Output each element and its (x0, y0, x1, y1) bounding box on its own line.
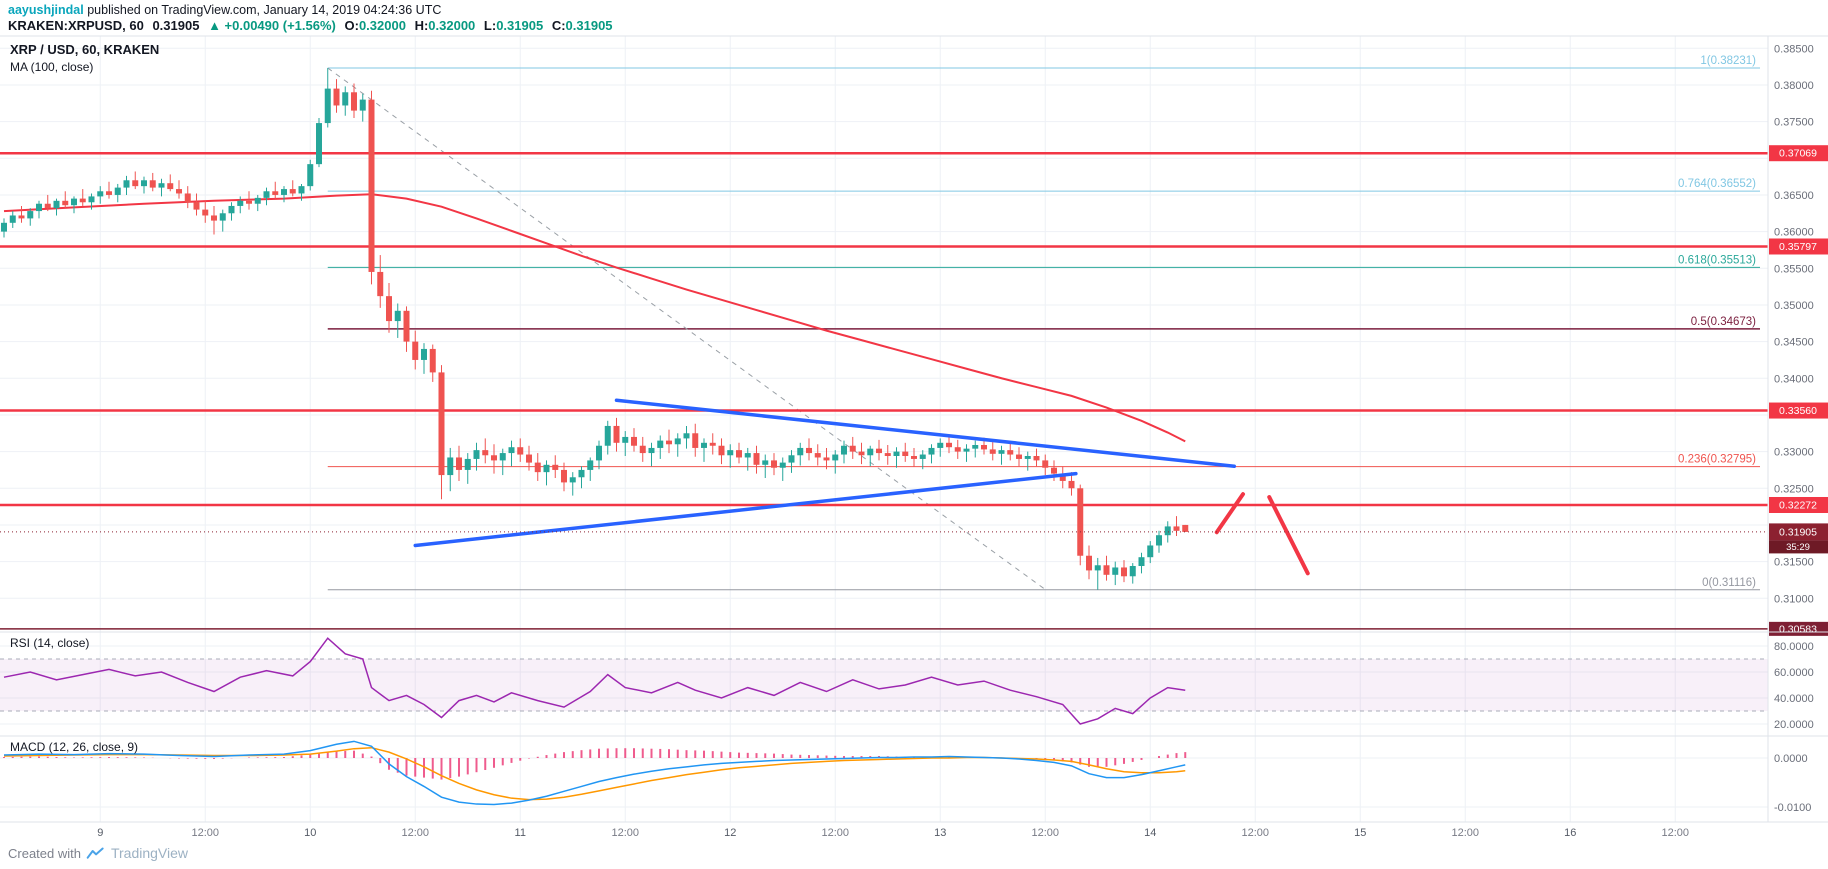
symbol-title: KRAKEN:XRPUSD, 60 (8, 18, 144, 33)
svg-text:0.31905: 0.31905 (1779, 526, 1817, 538)
low-value: 0.31905 (496, 18, 544, 33)
svg-text:0.31000: 0.31000 (1774, 593, 1814, 605)
svg-text:12:00: 12:00 (1241, 827, 1269, 839)
macd-legend: MACD (12, 26, close, 9) (10, 740, 139, 754)
rsi-legend: RSI (14, close) (10, 636, 90, 650)
svg-text:0.32500: 0.32500 (1774, 483, 1814, 495)
svg-text:12:00: 12:00 (1661, 827, 1689, 839)
svg-text:12:00: 12:00 (1031, 827, 1059, 839)
svg-text:0.236(0.32795): 0.236(0.32795) (1678, 454, 1756, 466)
svg-text:0.618(0.35513): 0.618(0.35513) (1678, 254, 1756, 266)
last-price-value: 0.31905 (152, 18, 200, 33)
byline-text: published on TradingView.com, January 14… (83, 3, 442, 17)
created-with-text: Created with (8, 845, 81, 861)
svg-text:0.5(0.34673): 0.5(0.34673) (1691, 316, 1756, 328)
resistance-support-lines: 0.37069 0.35797 0.33560 0.32272 (0, 145, 1828, 513)
panel-borders (0, 35, 1828, 823)
svg-text:12:00: 12:00 (1451, 827, 1479, 839)
open-label: O: (344, 18, 359, 33)
low-label: L: (483, 18, 497, 33)
svg-text:20.0000: 20.0000 (1774, 719, 1814, 731)
svg-text:14: 14 (1144, 827, 1156, 839)
ma-100-line (3, 193, 1186, 443)
current-price-badge: 0.31905 35:29 (0, 523, 1828, 554)
svg-text:0(0.31116): 0(0.31116) (1702, 577, 1756, 589)
svg-text:40.0000: 40.0000 (1774, 693, 1814, 705)
time-axis-labels: 9 12:00 10 12:00 11 12:00 12 12:00 13 12:00 14 12:0… (97, 827, 1689, 839)
svg-text:0.35000: 0.35000 (1774, 300, 1814, 312)
svg-text:0.33560: 0.33560 (1779, 405, 1817, 417)
macd-pane[interactable] (0, 736, 1768, 822)
svg-text:15: 15 (1354, 827, 1366, 839)
svg-text:0.34000: 0.34000 (1774, 373, 1814, 385)
svg-text:0.31500: 0.31500 (1774, 557, 1814, 569)
svg-text:9: 9 (97, 827, 103, 839)
gridlines (0, 36, 1768, 822)
time-axis[interactable] (0, 822, 1768, 842)
close-value: 0.31905 (565, 18, 613, 33)
svg-text:0.0000: 0.0000 (1774, 753, 1808, 765)
price-change: ▲ +0.00490 (+1.56%) (208, 18, 336, 33)
svg-text:16: 16 (1564, 827, 1576, 839)
svg-text:0.37069: 0.37069 (1779, 148, 1817, 160)
svg-text:0.35500: 0.35500 (1774, 263, 1814, 275)
svg-text:12: 12 (724, 827, 736, 839)
svg-text:12:00: 12:00 (821, 827, 849, 839)
svg-text:12:00: 12:00 (611, 827, 639, 839)
high-value: 0.32000 (428, 18, 476, 33)
svg-text:-0.0100: -0.0100 (1774, 802, 1811, 814)
ma-legend: MA (100, close) (10, 60, 94, 74)
footer: Created with TradingView (8, 845, 188, 861)
macd-plot (3, 740, 1187, 806)
svg-text:60.0000: 60.0000 (1774, 667, 1814, 679)
dashed-trendline (327, 67, 1046, 590)
svg-text:13: 13 (934, 827, 946, 839)
main-chart-pane[interactable] (0, 36, 1768, 632)
drawn-trendlines (413, 398, 1236, 548)
svg-text:0.38500: 0.38500 (1774, 43, 1814, 55)
svg-text:0.34500: 0.34500 (1774, 337, 1814, 349)
price-axis-labels: 0.38500 0.38000 0.37500 0.36500 0.36000 0.355… (1774, 43, 1814, 814)
rsi-plot (3, 637, 1186, 725)
svg-text:0.38000: 0.38000 (1774, 80, 1814, 92)
byline: aayushjindal published on TradingView.co… (8, 3, 441, 17)
svg-text:0.36000: 0.36000 (1774, 227, 1814, 239)
svg-text:35:29: 35:29 (1786, 542, 1810, 553)
rsi-band (0, 658, 1768, 712)
tradingview-brand-text: TradingView (110, 845, 189, 861)
svg-text:12:00: 12:00 (401, 827, 429, 839)
svg-text:0.764(0.36552): 0.764(0.36552) (1678, 178, 1756, 190)
svg-text:0.35797: 0.35797 (1779, 241, 1817, 253)
svg-text:11: 11 (515, 827, 526, 839)
author-username: aayushjindal (8, 3, 84, 17)
open-value: 0.32000 (358, 18, 406, 33)
tradingview-logo-icon (86, 846, 106, 861)
close-label: C: (551, 18, 566, 33)
rsi-pane[interactable] (0, 632, 1768, 736)
svg-text:0.33000: 0.33000 (1774, 447, 1814, 459)
svg-text:10: 10 (304, 827, 316, 839)
chart-legend-title: XRP / USD, 60, KRAKEN (10, 42, 160, 57)
svg-text:0.37500: 0.37500 (1774, 117, 1814, 129)
svg-text:0.32272: 0.32272 (1779, 499, 1817, 511)
svg-text:12:00: 12:00 (191, 827, 219, 839)
high-label: H: (414, 18, 429, 33)
drawn-arrows (1214, 492, 1310, 576)
svg-text:1(0.38231): 1(0.38231) (1700, 55, 1756, 67)
svg-text:0.36500: 0.36500 (1774, 190, 1814, 202)
symbol-ohlc-line: KRAKEN:XRPUSD, 60 0.31905 ▲ +0.00490 (+1… (8, 18, 618, 33)
svg-text:80.0000: 80.0000 (1774, 641, 1814, 653)
price-axis[interactable] (1768, 36, 1828, 822)
candles (1, 68, 1189, 590)
